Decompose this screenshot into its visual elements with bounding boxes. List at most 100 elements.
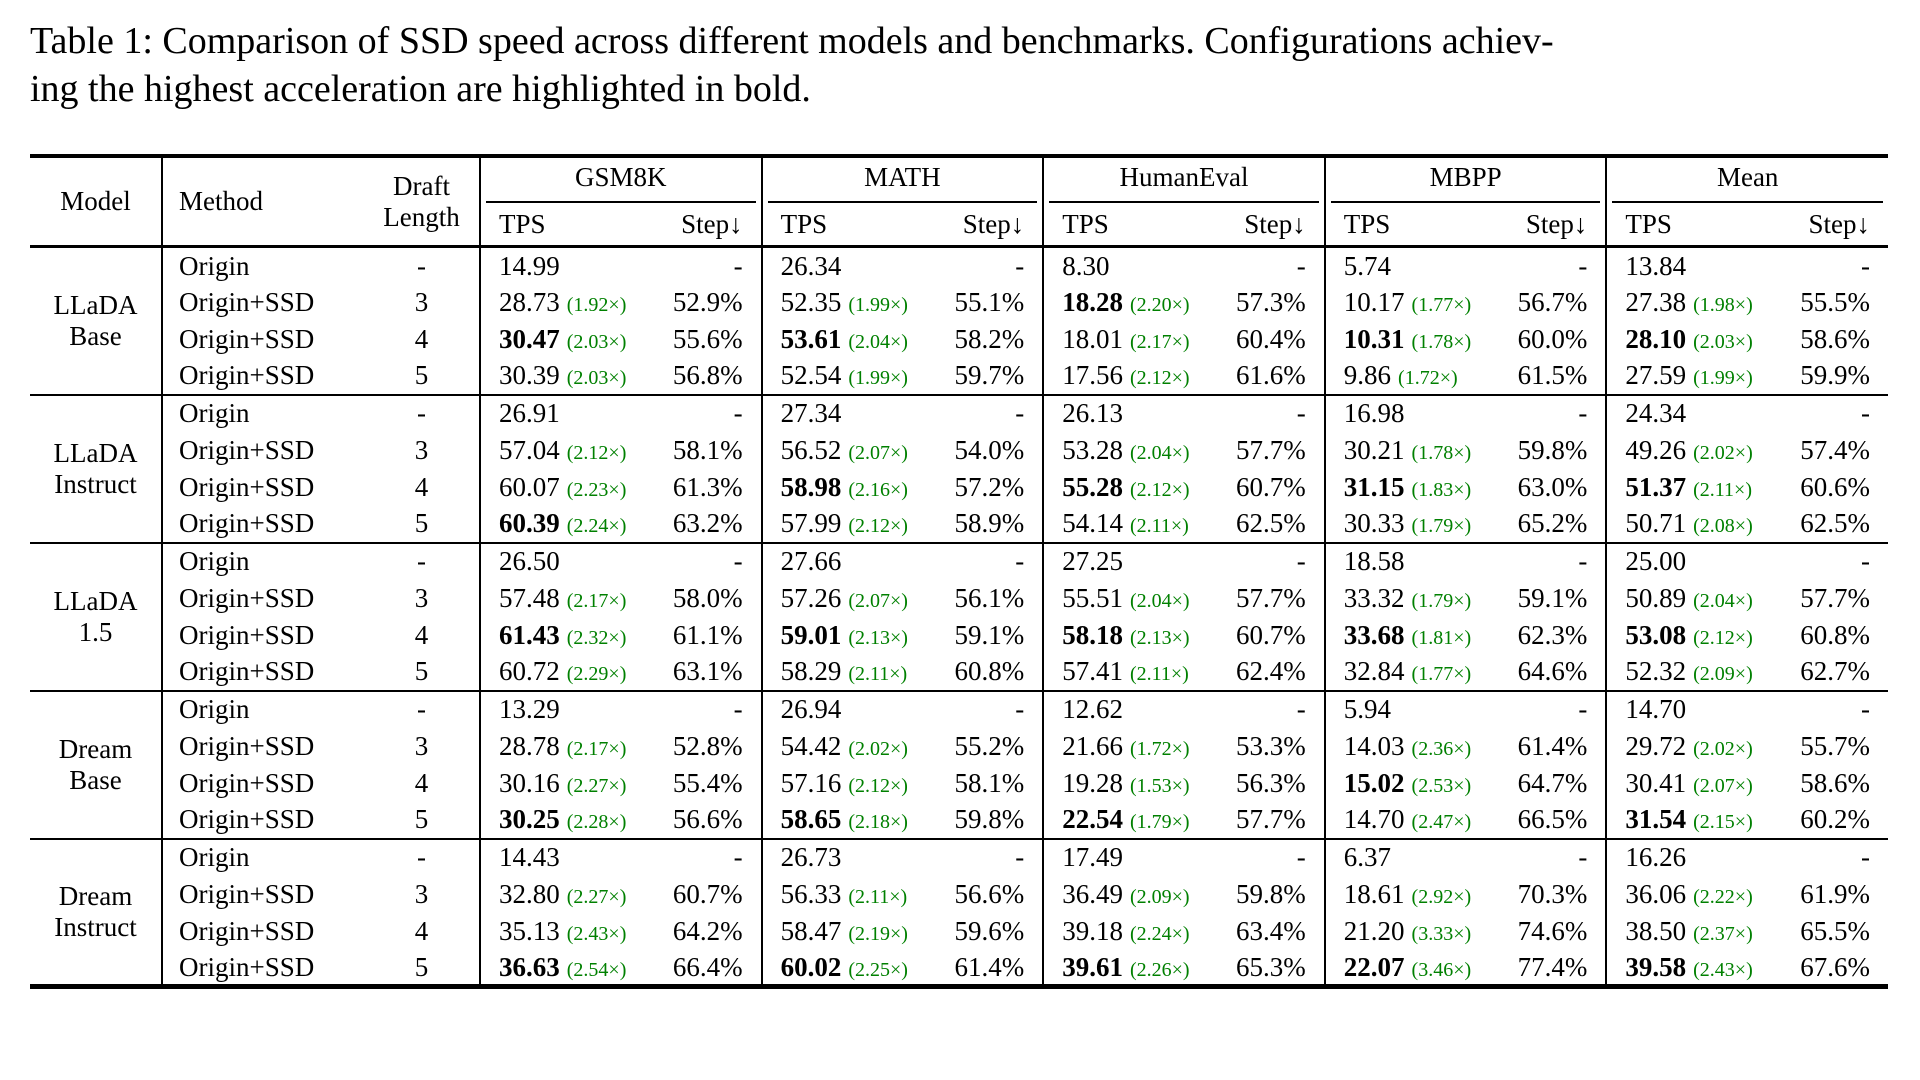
speedup-annotation: (2.15×) [1693, 811, 1753, 834]
bench-header-mbpp: MBPP [1324, 153, 1608, 203]
method-cell: Origin+SSD [179, 804, 315, 835]
tps-cell: 26.34 [762, 247, 933, 284]
speedup-annotation: (1.92×) [566, 293, 627, 316]
tps-cell: 25.00 [1606, 541, 1778, 580]
tps-value: 13.84 [1625, 250, 1687, 281]
tps-cell: 9.86 (1.72×) [1325, 358, 1496, 395]
draft-length-cell: 3 [364, 431, 481, 469]
caption-line-1: Table 1: Comparison of SSD speed across … [30, 20, 1554, 62]
tps-value: 28.10 [1625, 323, 1687, 354]
step-cell: - [1495, 689, 1608, 728]
tps-cell: 53.28 (2.04×) [1043, 432, 1214, 469]
tps-value: 17.49 [1062, 842, 1123, 873]
tps-value: 33.68 [1343, 619, 1405, 650]
speedup-annotation: (2.07×) [1693, 774, 1753, 797]
step-header: Step↓ [1214, 202, 1326, 249]
speedup-annotation: (2.18×) [848, 811, 908, 834]
draft-length-cell: 5 [364, 357, 481, 395]
speedup-annotation: (2.27×) [566, 885, 627, 908]
method-cell: Origin+SSD [179, 951, 315, 982]
tps-value: 27.59 [1625, 360, 1687, 391]
step-cell: - [932, 541, 1045, 580]
tps-value: 38.50 [1625, 915, 1687, 946]
method-cell: Origin+SSD [179, 471, 315, 502]
tps-value: 22.07 [1343, 951, 1405, 982]
bench-header-gsm8k: GSM8K [480, 153, 763, 203]
tps-cell: 14.70 [1606, 689, 1778, 728]
step-cell: 60.8% [1800, 619, 1870, 650]
tps-value: 9.86 [1343, 360, 1392, 391]
speedup-annotation: (2.02×) [1693, 441, 1753, 464]
step-cell: - [651, 393, 763, 432]
speedup-annotation: (2.92×) [1411, 885, 1472, 908]
tps-value: 28.73 [499, 286, 560, 317]
tps-cell: 31.54 (2.15×) [1606, 802, 1777, 839]
tps-cell: 57.99 (2.12×) [762, 506, 933, 543]
tps-value: 14.43 [499, 842, 560, 873]
tps-value: 30.25 [499, 804, 560, 835]
tps-cell: 27.59 (1.99×) [1606, 358, 1777, 395]
method-cell: Origin+SSD [179, 619, 315, 650]
table-row: Origin+SSD 3 28.73 (1.92×) 52.9% 52.35 (1.99×)… [30, 283, 1888, 321]
table-row: Origin+SSD 4 30.47 (2.03×) 55.6% 53.61 (2.04×)… [30, 320, 1888, 358]
speedup-annotation: (2.43×) [1693, 958, 1753, 981]
tps-cell: 57.26 (2.07×) [762, 580, 933, 617]
step-cell: - [1777, 541, 1888, 580]
tps-value: 5.74 [1343, 250, 1392, 281]
tps-value: 52.54 [780, 360, 842, 391]
step-cell: - [932, 246, 1045, 284]
tps-cell: 58.65 (2.18×) [762, 802, 933, 839]
step-cell: 59.8% [932, 801, 1045, 839]
speedup-annotation: (2.24×) [566, 515, 627, 538]
speedup-annotation: (2.13×) [1129, 626, 1190, 649]
draft-label-line1: Draft [393, 171, 450, 202]
step-cell: 58.6% [1800, 767, 1870, 798]
tps-value: 18.28 [1062, 286, 1123, 317]
tps-value: 53.08 [1625, 619, 1687, 650]
tps-value: 61.43 [499, 619, 560, 650]
speedup-annotation: (2.24×) [1129, 922, 1190, 945]
tps-cell: 30.16 (2.27×) [480, 765, 651, 802]
step-cell: - [1214, 541, 1326, 580]
tps-cell: 33.68 (1.81×) [1325, 617, 1496, 654]
step-cell: 61.3% [651, 468, 763, 506]
step-cell: 56.6% [932, 875, 1045, 913]
method-cell: Origin+SSD [179, 360, 315, 391]
tps-value: 55.51 [1062, 582, 1123, 613]
bench-header-mean: Mean [1606, 153, 1888, 203]
tps-value: 30.47 [499, 323, 560, 354]
tps-cell: 59.01 (2.13×) [762, 617, 933, 654]
model-name-line: LLaDA [53, 585, 138, 616]
tps-cell: 60.72 (2.29×) [480, 654, 651, 691]
step-cell: - [651, 541, 763, 580]
tps-value: 26.73 [780, 842, 842, 873]
model-name-line: Instruct [54, 912, 137, 942]
step-cell: 64.6% [1495, 653, 1608, 691]
step-cell: 57.7% [1800, 582, 1870, 613]
speedup-annotation: (2.04×) [848, 330, 908, 353]
tps-value: 30.33 [1343, 508, 1405, 539]
tps-cell: 60.02 (2.25×) [762, 950, 933, 987]
table-row: Origin+SSD 4 30.16 (2.27×) 55.4% 57.16 (2.12×)… [30, 764, 1888, 802]
tps-cell: 56.52 (2.07×) [762, 432, 933, 469]
tps-cell: 22.07 (3.46×) [1325, 950, 1496, 987]
speedup-annotation: (2.17×) [566, 737, 627, 760]
step-cell: 74.6% [1495, 912, 1608, 950]
tps-cell: 30.21 (1.78×) [1325, 432, 1496, 469]
draft-length-cell: - [364, 837, 481, 876]
draft-length-cell: 3 [364, 875, 481, 913]
tps-value: 25.00 [1625, 546, 1687, 577]
header-row-benchmarks: Model Method Draft Length GSM8K MATH Hum… [30, 153, 1888, 249]
tps-value: 26.50 [499, 546, 560, 577]
model-name-line: Instruct [54, 468, 137, 499]
tps-cell: 61.43 (2.32×) [480, 617, 651, 654]
step-cell: 60.4% [1214, 320, 1326, 358]
speedup-annotation: (3.46×) [1411, 958, 1472, 981]
tps-value: 14.70 [1625, 694, 1687, 725]
tps-cell: 14.43 [480, 837, 651, 876]
tps-value: 14.70 [1343, 804, 1405, 835]
tps-value: 57.26 [780, 582, 842, 613]
table-row: LLaDA Instruct Origin -26.91-27.34-26.13-16… [30, 393, 1888, 543]
tps-cell: 35.13 (2.43×) [480, 913, 651, 950]
speedup-annotation: (2.12×) [1693, 626, 1753, 649]
